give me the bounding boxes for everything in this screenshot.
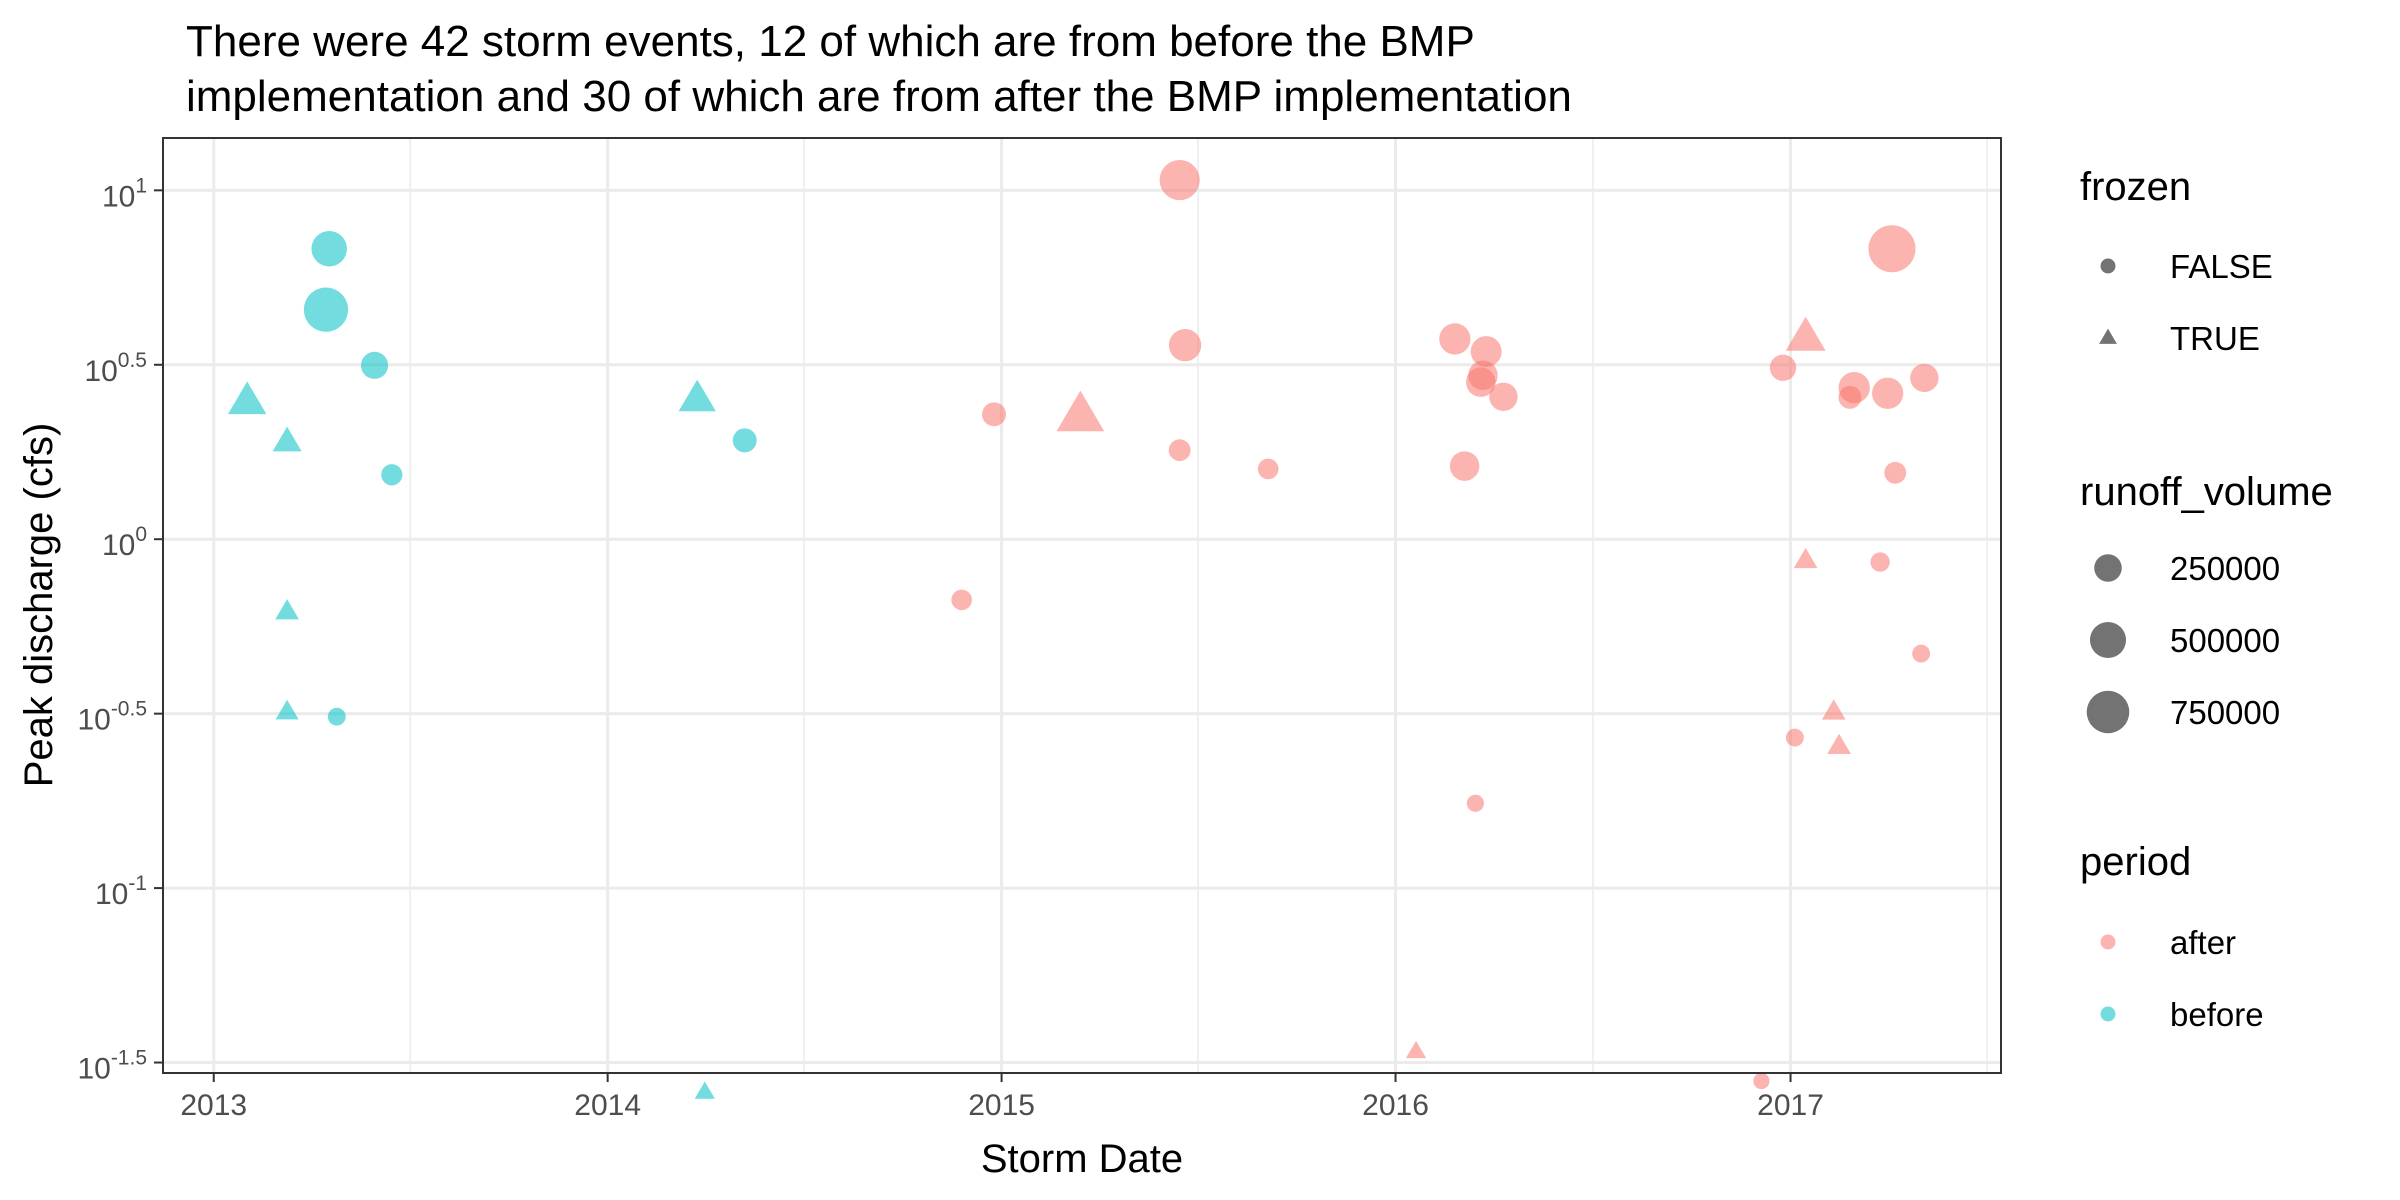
data-points [227, 160, 1939, 1099]
data-point-before [678, 379, 716, 412]
x-axis-title: Storm Date [981, 1137, 1183, 1181]
data-point-after [1785, 728, 1804, 747]
legend-label-size-250000: 250000 [2170, 550, 2280, 587]
legend-label-true: TRUE [2170, 320, 2260, 357]
legend-title-period: period [2080, 840, 2191, 884]
data-point-before [327, 707, 346, 726]
legend-label-after: after [2170, 924, 2236, 961]
data-point-before [381, 464, 403, 486]
data-point-after [1884, 461, 1907, 484]
data-point-after [1785, 316, 1826, 351]
legend-key-false [2100, 258, 2116, 274]
data-point-after [1468, 360, 1498, 391]
data-point-after [1257, 458, 1279, 480]
data-point-after [1912, 644, 1931, 663]
y-tick-label: 10-1 [95, 872, 147, 911]
legend-key-before [2100, 1006, 2116, 1022]
data-point-after [1449, 451, 1480, 481]
chart-title-line-1: There were 42 storm events, 12 of which … [186, 17, 1475, 66]
data-point-after [1910, 363, 1939, 393]
legend-label-false: FALSE [2170, 248, 2273, 285]
data-point-before [311, 231, 347, 267]
legend-label-size-500000: 500000 [2170, 622, 2280, 659]
data-point-after [1056, 390, 1105, 432]
x-tick-label: 2016 [1362, 1089, 1429, 1122]
data-point-before [694, 1081, 715, 1099]
data-point-after [1753, 1072, 1770, 1090]
plot-panel [163, 138, 2001, 1073]
data-point-before [732, 428, 757, 453]
data-point-after [1769, 354, 1797, 381]
legend-key-true [2099, 328, 2117, 344]
data-point-after [1872, 377, 1904, 409]
data-point-before [275, 699, 299, 720]
legend-title-frozen: frozen [2080, 165, 2191, 209]
data-point-before [272, 426, 302, 452]
grid-major [163, 138, 2001, 1073]
y-axis: 101 100.5 100 10-0.5 10-1 10-1.5 [77, 174, 163, 1086]
data-point-after [1405, 1040, 1427, 1059]
data-point-before [360, 351, 389, 379]
y-tick-label: 10-1.5 [77, 1047, 147, 1086]
data-point-after [1168, 439, 1191, 462]
y-tick-label: 101 [102, 174, 147, 213]
legend-key-size-750000 [2086, 690, 2130, 734]
data-point-after [1168, 328, 1202, 362]
data-point-after [1439, 323, 1471, 355]
data-point-after [1489, 382, 1518, 411]
data-point-after [1470, 336, 1502, 368]
data-point-after [982, 402, 1007, 427]
data-point-after [1827, 733, 1851, 755]
data-point-after [951, 589, 972, 611]
x-axis: 2013 2014 2015 2016 2017 [180, 1073, 1824, 1122]
legend-key-size-250000 [2094, 554, 2122, 582]
x-tick-label: 2013 [180, 1089, 247, 1122]
data-point-after [1159, 160, 1200, 201]
grid-minor [409, 138, 1988, 1073]
data-point-after [1821, 699, 1846, 720]
y-axis-title: Peak discharge (cfs) [17, 423, 61, 788]
legend-key-size-500000 [2089, 621, 2127, 659]
legend-title-runoff-volume: runoff_volume [2080, 470, 2333, 514]
legend-label-size-750000: 750000 [2170, 694, 2280, 731]
data-point-after [1793, 547, 1818, 569]
data-point-after [1870, 552, 1890, 572]
data-point-after [1868, 225, 1916, 273]
y-tick-label: 100.5 [84, 349, 147, 388]
data-point-after [1838, 371, 1870, 404]
x-tick-label: 2017 [1757, 1089, 1824, 1122]
y-tick-label: 100 [102, 523, 147, 562]
x-tick-label: 2015 [968, 1089, 1035, 1122]
chart-title: There were 42 storm events, 12 of which … [186, 14, 2006, 124]
legend-key-after [2100, 934, 2116, 950]
legend: frozen FALSE TRUE runoff_volume 250000 500000… [2080, 165, 2333, 1033]
data-point-before [275, 599, 299, 620]
legend-label-before: before [2170, 996, 2264, 1033]
x-tick-label: 2014 [574, 1089, 641, 1122]
data-point-before [227, 381, 267, 415]
plot-border [162, 137, 2002, 1074]
chart-title-line-2: implementation and 30 of which are from … [186, 72, 1572, 121]
data-point-after [1466, 794, 1484, 812]
y-tick-label: 10-0.5 [77, 698, 147, 737]
data-point-before [303, 287, 349, 332]
